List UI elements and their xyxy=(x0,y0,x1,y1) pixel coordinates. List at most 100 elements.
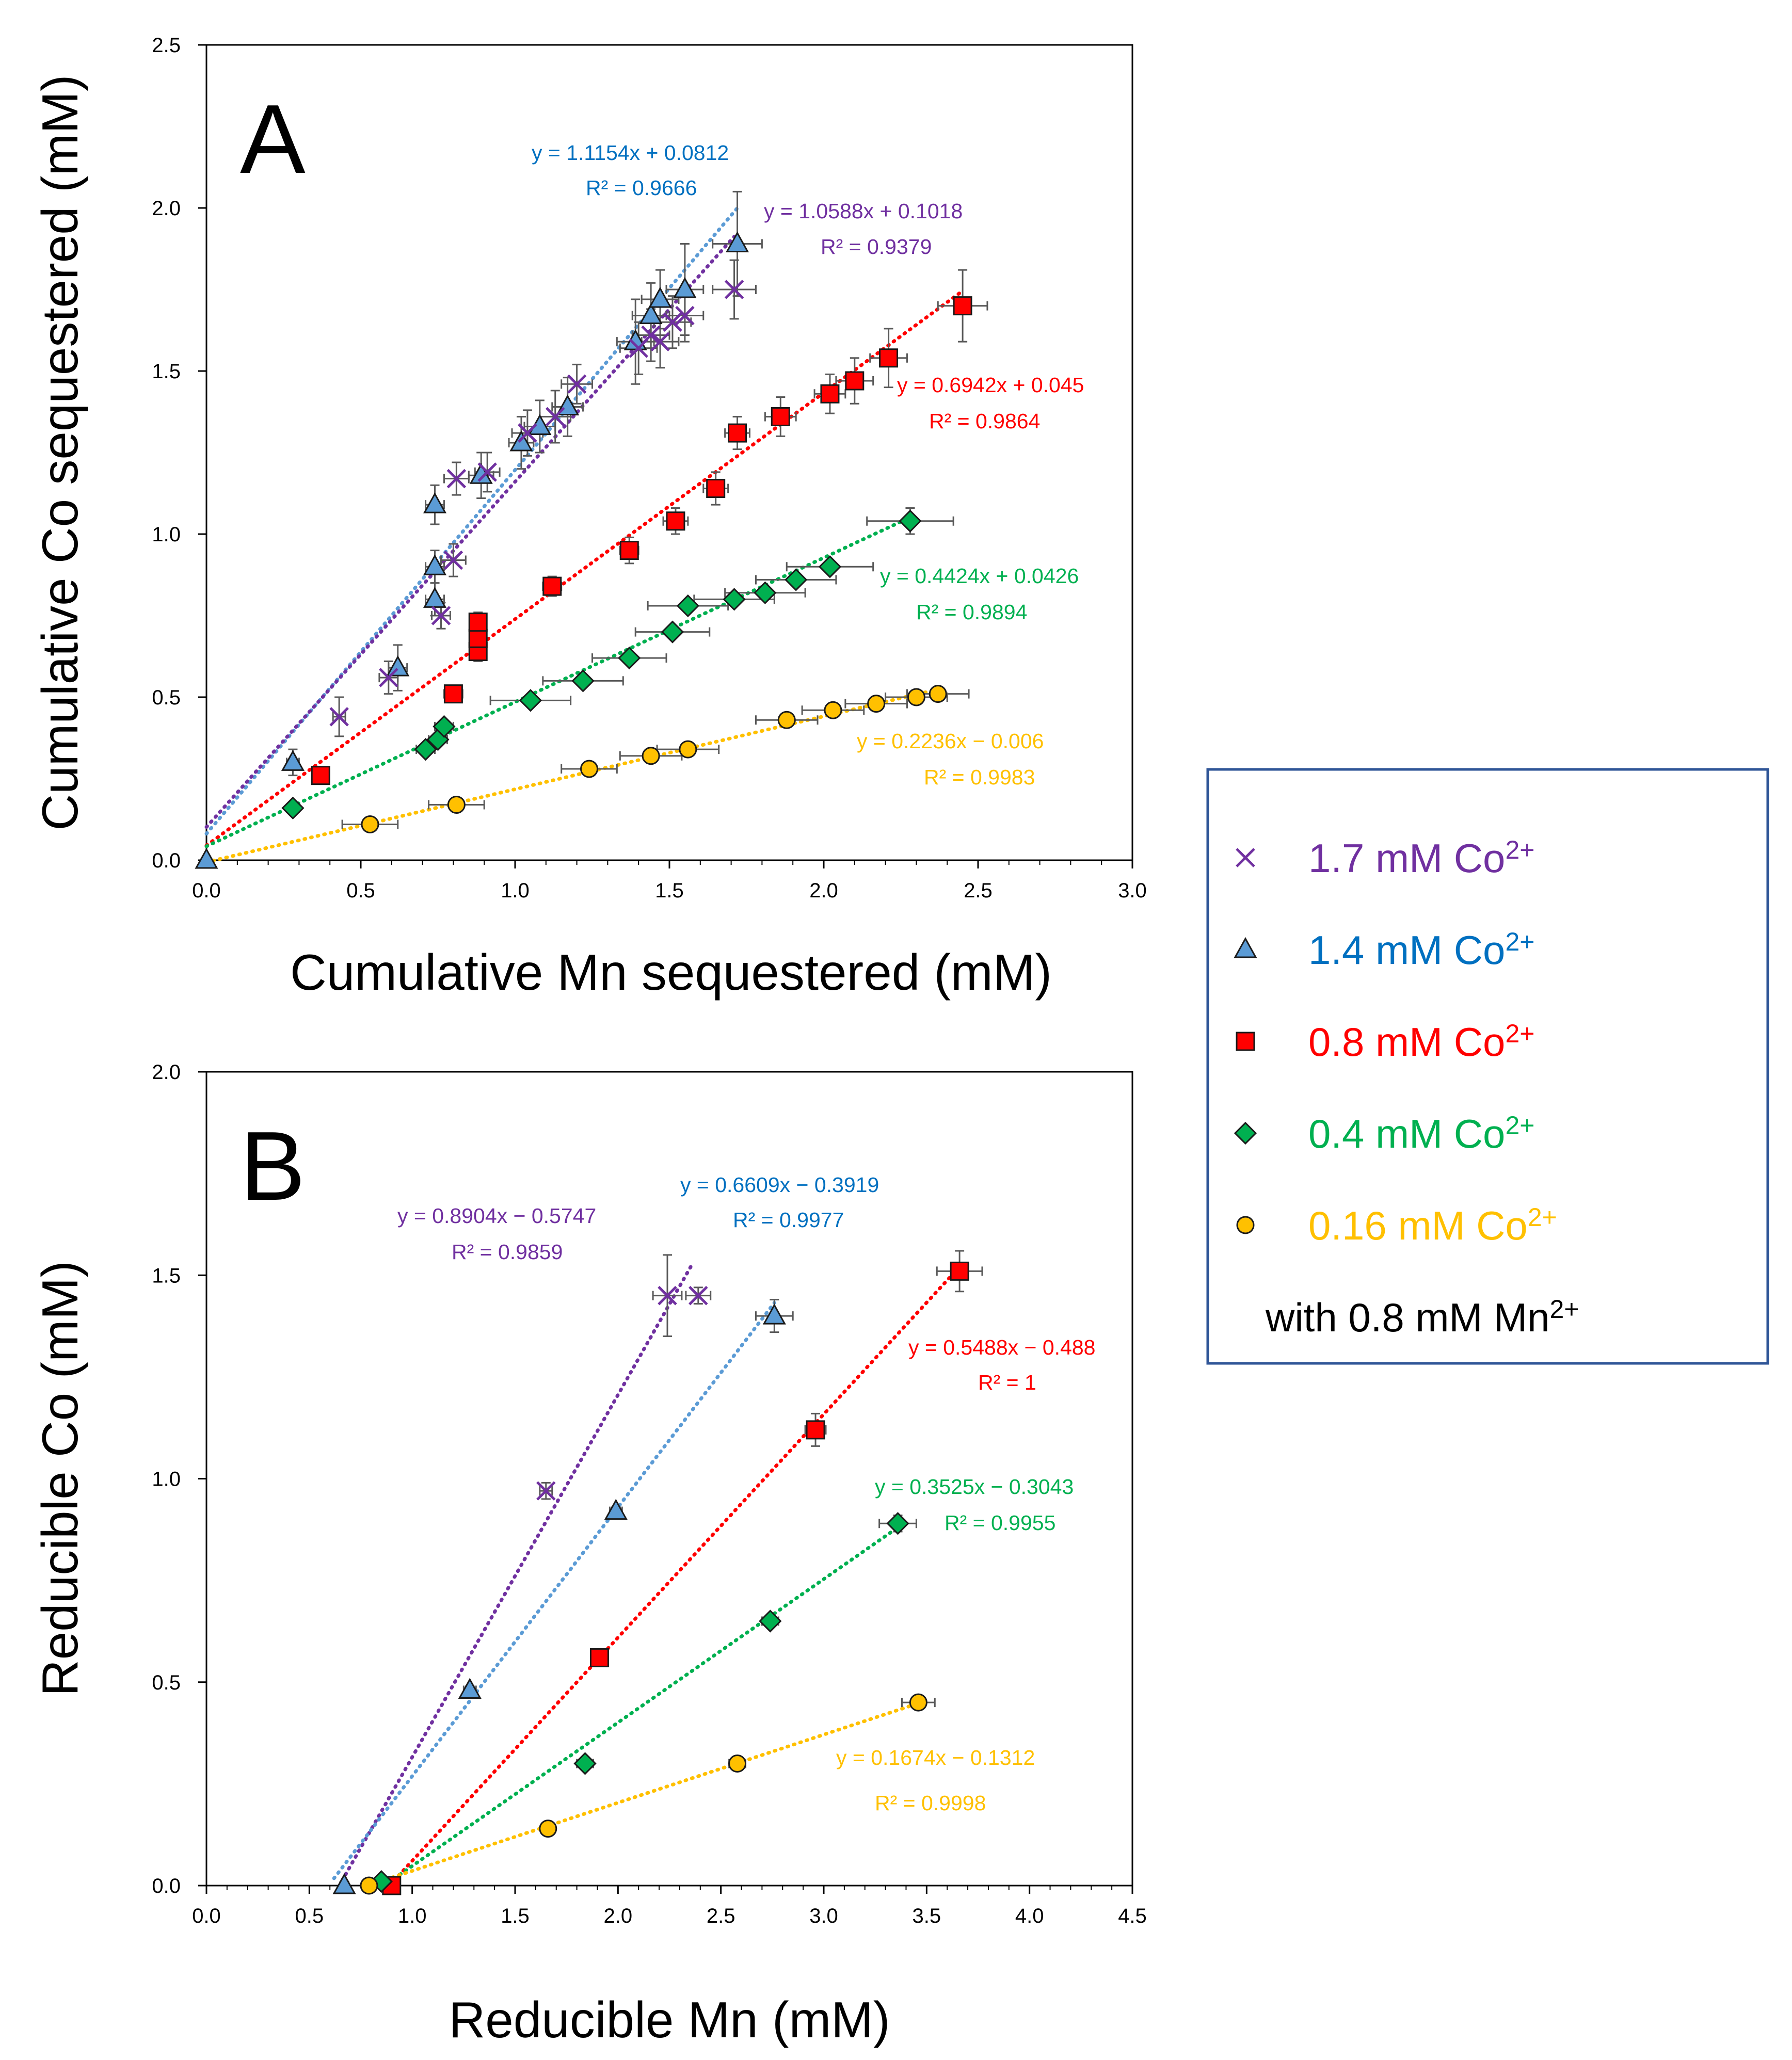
data-point-a-s016 xyxy=(679,740,697,759)
panel-a-y-tick-label: 0.0 xyxy=(152,849,181,872)
legend-marker-triangle xyxy=(1234,937,1257,958)
data-point-a-s14 xyxy=(423,554,447,575)
legend-item-0-16: 0.16 mM Co2+ xyxy=(1236,1203,1557,1248)
panel-b: B 0.0 0.5 1.0 1.5 2.0 2.5 3.0 3.5 4.0 4.5 0.0 0.5 1.… xyxy=(31,1061,1147,2048)
data-point-a-s016 xyxy=(447,796,466,814)
data-point-a-s14 xyxy=(648,286,672,308)
r2-a-s016: R² = 0.9983 xyxy=(924,765,1035,789)
data-point-a-s17 xyxy=(567,374,587,394)
data-point-a-s14 xyxy=(423,587,447,608)
data-point-b-s14 xyxy=(762,1303,786,1325)
trendline-a-s17 xyxy=(204,234,737,829)
data-point-a-s14 xyxy=(423,492,447,513)
panel-b-y-tick-label: 2.0 xyxy=(152,1061,181,1084)
data-point-a-s016 xyxy=(907,688,925,706)
data-point-a-s08 xyxy=(771,407,790,426)
data-point-a-s08 xyxy=(468,629,488,648)
data-point-b-s016 xyxy=(539,1820,557,1838)
data-point-a-s04 xyxy=(414,737,437,761)
panel-b-x-tick-label: 2.0 xyxy=(604,1905,633,1927)
eq-b-s016: y = 0.1674x − 0.1312 xyxy=(836,1746,1035,1769)
data-point-b-s17 xyxy=(536,1481,556,1501)
legend-item-0-4: 0.4 mM Co2+ xyxy=(1234,1111,1534,1156)
data-point-a-s17 xyxy=(724,280,744,299)
eq-a-s08: y = 0.6942x + 0.045 xyxy=(897,373,1084,397)
r2-b-s04: R² = 0.9955 xyxy=(945,1511,1055,1535)
panel-a-y-tick-label: 1.0 xyxy=(152,523,181,546)
r2-a-s14: R² = 0.9666 xyxy=(586,176,697,200)
panel-a-x-tick-label: 0.5 xyxy=(346,879,375,902)
eq-a-s17: y = 1.0588x + 0.1018 xyxy=(764,199,963,223)
data-point-a-s04 xyxy=(281,796,305,820)
data-point-a-s14 xyxy=(195,847,218,869)
data-point-b-s08 xyxy=(589,1648,609,1667)
r2-a-s04: R² = 0.9894 xyxy=(916,600,1027,624)
eq-a-s14: y = 1.1154x + 0.0812 xyxy=(532,141,729,165)
r2-b-s17: R² = 0.9859 xyxy=(452,1240,563,1264)
legend-marker-triangle xyxy=(1234,937,1257,958)
data-point-b-s016 xyxy=(909,1693,927,1712)
data-point-a-s17 xyxy=(675,305,695,326)
data-point-a-s14 xyxy=(673,277,697,298)
data-point-a-s016 xyxy=(867,695,886,713)
eq-b-s08: y = 0.5488x − 0.488 xyxy=(908,1335,1095,1359)
data-point-b-s04 xyxy=(573,1752,597,1775)
panel-b-trendlines xyxy=(332,1262,962,1888)
data-point-a-s08 xyxy=(311,766,330,785)
data-point-b-s14 xyxy=(458,1678,482,1699)
panel-a-x-tick-label: 1.5 xyxy=(655,879,684,902)
data-point-a-s17 xyxy=(431,606,451,625)
panel-a-x-tick-label: 1.0 xyxy=(501,879,530,902)
data-point-b-s14 xyxy=(332,1873,356,1894)
r2-b-s08: R² = 1 xyxy=(978,1371,1036,1394)
data-point-a-s14 xyxy=(726,231,749,253)
panel-a-points xyxy=(195,231,972,869)
panel-a-x-tick-label: 0.0 xyxy=(192,879,221,902)
data-point-a-s016 xyxy=(824,701,842,719)
data-point-a-s17 xyxy=(518,423,537,443)
r2-b-s016: R² = 0.9998 xyxy=(875,1791,986,1815)
panel-b-x-tick-label: 1.0 xyxy=(398,1905,427,1927)
data-point-b-s17 xyxy=(658,1285,677,1306)
legend-label-0-4: 0.4 mM Co2+ xyxy=(1308,1111,1534,1156)
panel-b-x-tick-label: 4.0 xyxy=(1015,1905,1044,1927)
eq-b-s04: y = 0.3525x − 0.3043 xyxy=(875,1475,1074,1499)
panel-b-y-tick-label: 0.5 xyxy=(152,1671,181,1694)
data-point-b-s14 xyxy=(604,1499,628,1520)
data-point-a-s08 xyxy=(619,541,639,560)
data-point-a-s17 xyxy=(446,469,467,489)
panel-b-label: B xyxy=(240,1112,306,1221)
data-point-a-s04 xyxy=(676,594,700,618)
data-point-a-s04 xyxy=(818,555,842,578)
data-point-b-s04 xyxy=(886,1512,909,1535)
panel-b-x-tick-label: 2.5 xyxy=(707,1905,735,1927)
data-point-b-s17 xyxy=(689,1285,708,1306)
data-point-a-s04 xyxy=(661,620,684,643)
trendline-b-s14 xyxy=(332,1301,776,1880)
data-point-a-s14 xyxy=(386,655,410,677)
legend-marker-circle xyxy=(1236,1216,1255,1234)
r2-a-s17: R² = 0.9379 xyxy=(821,235,932,259)
panel-b-axes: 0.0 0.5 1.0 1.5 2.0 2.5 3.0 3.5 4.0 4.5 0.0 0.5 1.0 1… xyxy=(152,1061,1146,1927)
trendline-a-s016 xyxy=(204,687,940,864)
data-point-a-s04 xyxy=(723,588,746,611)
data-point-a-s04 xyxy=(618,647,641,670)
panel-b-y-tick-label: 1.0 xyxy=(152,1468,181,1491)
data-point-b-s04 xyxy=(759,1610,782,1633)
legend-marker-diamond xyxy=(1234,1121,1257,1145)
legend-label-1-4: 1.4 mM Co2+ xyxy=(1308,927,1534,973)
eq-a-s04: y = 0.4424x + 0.0426 xyxy=(880,564,1079,588)
panel-b-x-tick-label: 4.5 xyxy=(1118,1905,1147,1927)
data-point-a-s08 xyxy=(706,479,726,498)
trendline-b-s04 xyxy=(381,1525,900,1888)
data-point-a-s04 xyxy=(571,669,595,693)
data-point-a-s016 xyxy=(777,711,796,729)
data-point-a-s14 xyxy=(509,430,533,452)
panel-b-x-tick-label: 1.5 xyxy=(501,1905,530,1927)
data-point-b-s08 xyxy=(806,1420,825,1440)
legend-footer: with 0.8 mM Mn2+ xyxy=(1265,1295,1579,1340)
trendline-a-s04 xyxy=(204,516,912,848)
data-point-a-s04 xyxy=(785,568,808,591)
legend-marker-square xyxy=(1236,1032,1255,1051)
legend-marker-circle xyxy=(1236,1216,1255,1234)
